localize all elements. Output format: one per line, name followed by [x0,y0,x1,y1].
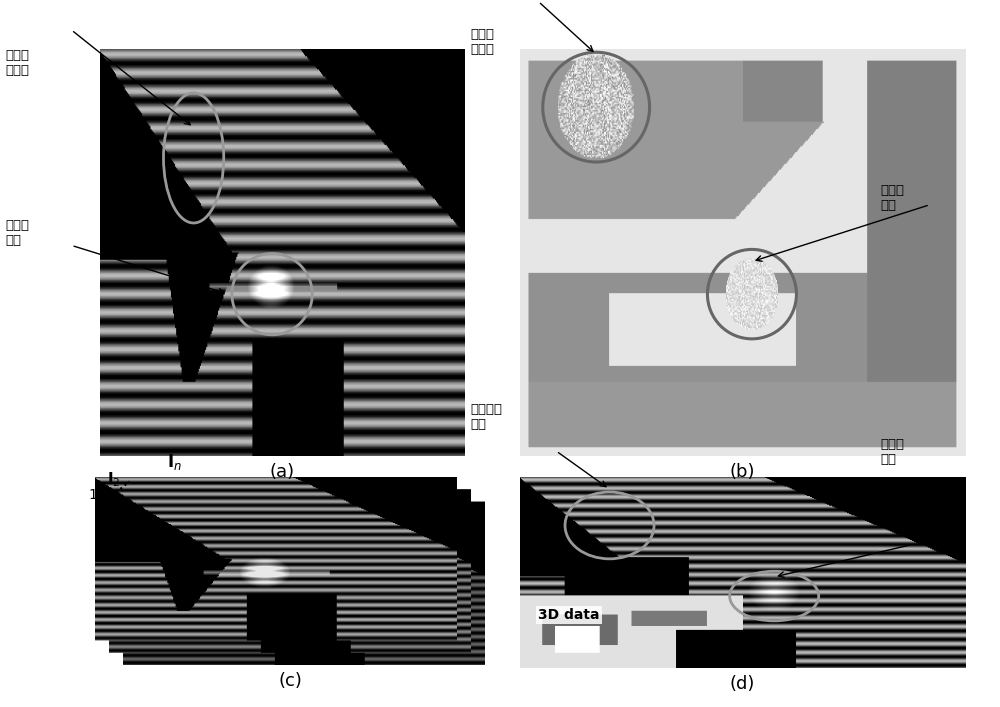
Text: 过曝光
区域: 过曝光 区域 [880,184,904,212]
Text: 曝光不
足区域: 曝光不 足区域 [470,28,494,57]
Text: (c): (c) [278,672,302,690]
Text: 曝光不足
区域: 曝光不足 区域 [470,403,502,431]
Text: 过曝光
区域: 过曝光 区域 [5,219,29,247]
Text: 1: 1 [89,488,97,502]
Text: (b): (b) [730,463,755,481]
Text: $\mathbf{I}_2$: $\mathbf{I}_2$ [107,470,120,489]
Text: (d): (d) [730,675,755,694]
Text: 过曝光
区域: 过曝光 区域 [880,438,904,467]
Text: $\mathbf{I}_n$: $\mathbf{I}_n$ [167,452,182,472]
Text: 3D data: 3D data [538,608,600,622]
Text: (a): (a) [270,463,295,481]
Text: 曝光不
足区域: 曝光不 足区域 [5,49,29,78]
